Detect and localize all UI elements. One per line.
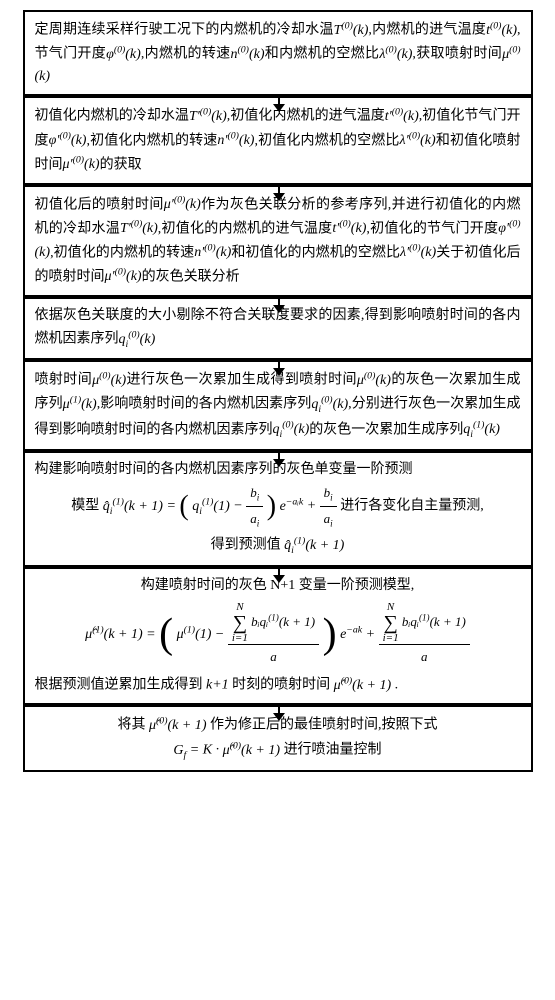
box6-formula: 模型 q̂i(1)(k + 1) = ( qi(1)(1) − biai ) e… xyxy=(35,481,521,532)
flowchart: 定周期连续采样行驶工况下的内燃机的冷却水温T(0)(k),内燃机的进气温度t(0… xyxy=(10,10,545,772)
box7-formula: μ̂(1)(k + 1) = ( μ(1)(1) − N∑i=1 bᵢqᵢ(1)… xyxy=(35,597,521,673)
box-7-gm1n: 构建喷射时间的灰色 N+1 变量一阶预测模型, μ̂(1)(k + 1) = (… xyxy=(23,567,533,705)
box-3-gra: 初值化后的喷射时间μ′(0)(k)作为灰色关联分析的参考序列,并进行初值化的内燃… xyxy=(23,185,533,297)
box6-post: 得到预测值 q̂i(1)(k + 1) xyxy=(35,532,521,559)
box-6-gm11: 构建影响喷射时间的各内燃机因素序列的灰色单变量一阶预测 模型 q̂i(1)(k … xyxy=(23,451,533,567)
box-1-sampling: 定周期连续采样行驶工况下的内燃机的冷却水温T(0)(k),内燃机的进气温度t(0… xyxy=(23,10,533,96)
box8-formula: Gf = K · μ̂(0)(k + 1) 进行喷油量控制 xyxy=(35,737,521,764)
box7-post: 根据预测值逆累加生成得到 k+1 时刻的喷射时间 μ̂(0)(k + 1) . xyxy=(35,673,521,697)
